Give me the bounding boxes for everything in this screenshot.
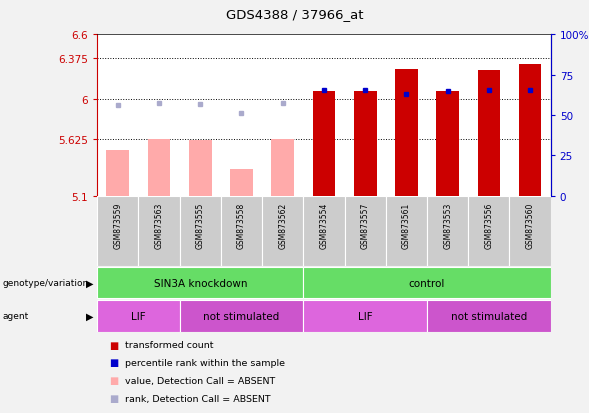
Text: LIF: LIF	[131, 311, 145, 321]
Bar	[509, 196, 551, 266]
Bar	[230, 169, 253, 196]
Text: GSM873553: GSM873553	[443, 202, 452, 248]
Text: not stimulated: not stimulated	[451, 311, 527, 321]
Bar	[180, 300, 303, 332]
Bar	[180, 196, 221, 266]
Text: transformed count: transformed count	[125, 340, 214, 349]
Text: GSM873554: GSM873554	[319, 202, 329, 248]
Text: SIN3A knockdown: SIN3A knockdown	[154, 278, 247, 288]
Bar	[478, 71, 500, 196]
Text: GDS4388 / 37966_at: GDS4388 / 37966_at	[226, 8, 363, 21]
Text: not stimulated: not stimulated	[203, 311, 280, 321]
Bar	[262, 196, 303, 266]
Bar	[436, 92, 459, 196]
Text: GSM873557: GSM873557	[360, 202, 370, 248]
Text: genotype/variation: genotype/variation	[3, 278, 89, 287]
Text: ■: ■	[109, 340, 118, 350]
Text: ■: ■	[109, 393, 118, 403]
Bar	[303, 300, 427, 332]
Bar	[345, 196, 386, 266]
Text: GSM873558: GSM873558	[237, 202, 246, 248]
Bar	[427, 300, 551, 332]
Text: ▶: ▶	[86, 278, 93, 288]
Text: ▶: ▶	[86, 311, 93, 321]
Bar	[97, 267, 303, 299]
Text: GSM873563: GSM873563	[154, 202, 164, 248]
Text: GSM873555: GSM873555	[196, 202, 205, 248]
Bar	[303, 267, 551, 299]
Bar	[97, 196, 138, 266]
Text: ■: ■	[109, 358, 118, 368]
Text: percentile rank within the sample: percentile rank within the sample	[125, 358, 286, 367]
Bar	[221, 196, 262, 266]
Bar	[97, 300, 180, 332]
Text: LIF: LIF	[358, 311, 372, 321]
Bar	[354, 92, 376, 196]
Text: GSM873560: GSM873560	[525, 202, 535, 248]
Bar	[468, 196, 509, 266]
Bar	[427, 196, 468, 266]
Text: rank, Detection Call = ABSENT: rank, Detection Call = ABSENT	[125, 394, 271, 403]
Text: value, Detection Call = ABSENT: value, Detection Call = ABSENT	[125, 376, 276, 385]
Bar	[189, 140, 211, 196]
Bar	[148, 140, 170, 196]
Text: ■: ■	[109, 375, 118, 385]
Text: GSM873556: GSM873556	[484, 202, 494, 248]
Bar	[138, 196, 180, 266]
Bar	[386, 196, 427, 266]
Bar	[313, 92, 335, 196]
Bar	[107, 151, 129, 196]
Text: GSM873559: GSM873559	[113, 202, 123, 248]
Text: control: control	[409, 278, 445, 288]
Bar	[303, 196, 345, 266]
Text: agent: agent	[3, 311, 29, 320]
Bar	[395, 69, 418, 196]
Bar	[272, 140, 294, 196]
Bar	[519, 65, 541, 196]
Text: GSM873561: GSM873561	[402, 202, 411, 248]
Text: GSM873562: GSM873562	[278, 202, 287, 248]
